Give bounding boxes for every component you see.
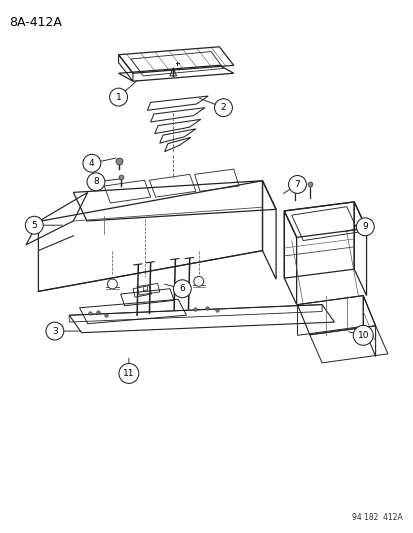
Text: 94 182  412A: 94 182 412A — [351, 513, 401, 522]
Circle shape — [173, 280, 191, 297]
Text: 9: 9 — [361, 222, 367, 231]
Text: 5: 5 — [31, 221, 37, 230]
Text: 10: 10 — [357, 331, 368, 340]
Text: 8: 8 — [93, 177, 99, 187]
Circle shape — [356, 218, 373, 236]
Text: 6: 6 — [179, 284, 185, 293]
Circle shape — [83, 155, 100, 172]
Circle shape — [109, 88, 127, 106]
Circle shape — [193, 277, 203, 286]
Text: 11: 11 — [123, 369, 134, 378]
Circle shape — [25, 216, 43, 234]
Text: 3: 3 — [52, 327, 57, 336]
Circle shape — [352, 325, 372, 345]
Circle shape — [288, 175, 306, 193]
Text: 1: 1 — [115, 93, 121, 102]
Text: 2: 2 — [220, 103, 226, 112]
Circle shape — [87, 173, 104, 191]
Circle shape — [107, 279, 117, 289]
Text: 8A-412A: 8A-412A — [9, 15, 62, 29]
Circle shape — [214, 99, 232, 117]
Text: 4: 4 — [89, 159, 95, 168]
Text: 7: 7 — [294, 180, 299, 189]
Circle shape — [46, 322, 64, 340]
Circle shape — [119, 364, 138, 383]
